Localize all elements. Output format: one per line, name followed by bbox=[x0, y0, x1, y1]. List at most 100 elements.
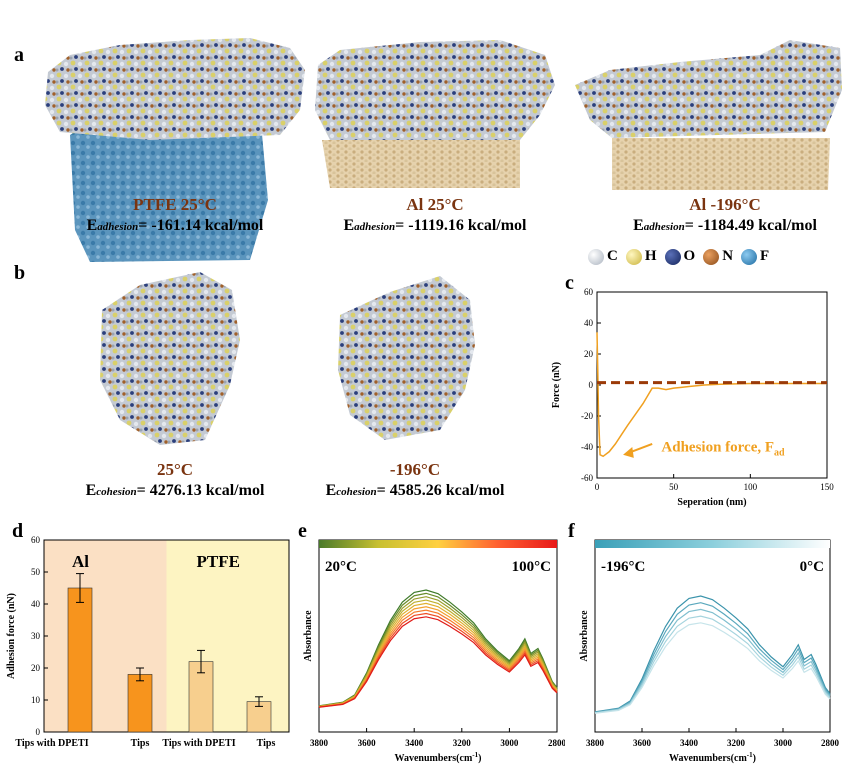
x-category-label: Tips bbox=[131, 738, 150, 749]
y-tick-label: 0 bbox=[36, 727, 41, 737]
spectrum-line bbox=[318, 596, 558, 707]
group-label: PTFE bbox=[197, 552, 240, 571]
caption-a-ptfe-title: PTFE 25°C bbox=[133, 195, 217, 214]
spectrum-line bbox=[318, 609, 558, 708]
colorbar-right-label: 0°C bbox=[800, 559, 824, 575]
x-tick-label: 2800 bbox=[548, 738, 565, 748]
y-tick-label: 20 bbox=[584, 349, 594, 359]
colorbar-left-label: -196°C bbox=[601, 559, 645, 575]
y-axis-label: Adhesion force (nN) bbox=[6, 593, 17, 679]
annotation-arrowhead bbox=[623, 447, 634, 458]
caption-a-al196-energy: Eadhesion= -1184.49 kcal/mol bbox=[633, 217, 817, 234]
x-tick-label: 3400 bbox=[680, 738, 699, 748]
spectrum-line bbox=[594, 615, 831, 714]
x-tick-label: 150 bbox=[820, 482, 834, 492]
al-25-structure bbox=[315, 40, 555, 188]
panel-label-e: e bbox=[298, 520, 307, 542]
spectrum-line bbox=[318, 606, 558, 708]
y-tick-label: 40 bbox=[31, 599, 41, 609]
panel-label-d: d bbox=[12, 520, 24, 542]
caption-b-25-title: 25°C bbox=[156, 460, 194, 479]
x-tick-label: 100 bbox=[744, 482, 758, 492]
caption-a-al196: Al -196°C Eadhesion= -1184.49 kcal/mol bbox=[600, 195, 850, 235]
x-category-label: Tips bbox=[257, 738, 276, 749]
x-tick-label: 3200 bbox=[727, 738, 746, 748]
y-tick-label: 20 bbox=[31, 663, 41, 673]
al-196-structure bbox=[575, 40, 842, 190]
group-background bbox=[166, 540, 289, 732]
y-tick-label: 10 bbox=[31, 695, 41, 705]
x-axis-label: Seperation (nm) bbox=[677, 497, 746, 508]
force-curve bbox=[596, 332, 827, 458]
chart-d-adhesion-bars: Al PTFE 0 10 20 30 40 50 60 Adhesion force (nN) Ti… bbox=[6, 535, 290, 749]
spectrum-line bbox=[594, 622, 831, 714]
spectrum-line bbox=[318, 612, 558, 708]
y-tick-label: -40 bbox=[581, 442, 593, 452]
caption-a-ptfe: PTFE 25°C Eadhesion= -161.14 kcal/mol bbox=[60, 195, 290, 235]
x-tick-label: 2800 bbox=[821, 738, 840, 748]
legend-item-h: H bbox=[625, 248, 657, 265]
x-tick-label: 0 bbox=[595, 482, 600, 492]
legend-item-n: N bbox=[703, 248, 733, 265]
x-tick-label: 3400 bbox=[405, 738, 424, 748]
y-tick-label: -20 bbox=[581, 411, 593, 421]
oxygen-ball-icon bbox=[664, 248, 681, 265]
y-tick-label: 60 bbox=[31, 535, 41, 545]
colorbar-right-label: 100°C bbox=[512, 559, 551, 575]
molecular-structures bbox=[45, 38, 842, 445]
x-tick-label: 3000 bbox=[500, 738, 519, 748]
y-axis-label: Absorbance bbox=[579, 610, 590, 662]
y-axis-label: Force (nN) bbox=[551, 362, 562, 408]
caption-a-al25-energy: Eadhesion= -1119.16 kcal/mol bbox=[343, 217, 527, 234]
caption-a-al25: Al 25°C Eadhesion= -1119.16 kcal/mol bbox=[310, 195, 560, 235]
cohesion-25-structure bbox=[100, 272, 240, 445]
temperature-colorbar bbox=[595, 540, 830, 548]
caption-a-ptfe-energy: Eadhesion= -161.14 kcal/mol bbox=[86, 217, 264, 234]
hydrogen-ball-icon bbox=[625, 248, 642, 265]
spectrum-line bbox=[594, 595, 831, 713]
legend-item-f: F bbox=[741, 248, 769, 265]
x-axis-label: Wavenumbers(cm-1) bbox=[669, 751, 756, 764]
bar bbox=[188, 661, 214, 733]
caption-b-196-energy: Ecohesion= 4585.26 kcal/mol bbox=[325, 482, 505, 499]
panel-label-f: f bbox=[568, 520, 575, 542]
fluorine-ball-icon bbox=[741, 248, 758, 265]
legend-item-c: C bbox=[588, 248, 618, 265]
annotation-label: Adhesion force, Fad bbox=[661, 440, 785, 459]
atom-legend: C H O N F bbox=[588, 248, 808, 270]
x-axis-label: Wavenumbers(cm-1) bbox=[395, 751, 482, 764]
spectrum-line bbox=[594, 602, 831, 713]
spectrum-line bbox=[318, 599, 558, 707]
x-tick-label: 50 bbox=[669, 482, 679, 492]
x-category-label: Tips with DPETI bbox=[15, 738, 88, 749]
y-tick-label: 40 bbox=[584, 318, 594, 328]
x-tick-label: 3200 bbox=[453, 738, 472, 748]
spectrum-line bbox=[318, 602, 558, 708]
panel-label-b: b bbox=[14, 262, 26, 284]
x-category-label: Tips with DPETI bbox=[162, 738, 235, 749]
group-label: Al bbox=[72, 552, 89, 571]
x-tick-label: 3000 bbox=[774, 738, 793, 748]
x-tick-label: 3800 bbox=[586, 738, 605, 748]
colorbar-left-label: 20°C bbox=[325, 559, 357, 575]
chart-e-ftir-heating: 20°C 100°C 3800 3600 3400 3200 3000 2800 Wavenum… bbox=[303, 539, 565, 764]
y-tick-label: 50 bbox=[31, 567, 41, 577]
y-tick-label: 60 bbox=[584, 287, 594, 297]
spectrum-line bbox=[318, 592, 558, 707]
spectrum-line bbox=[318, 616, 558, 708]
y-axis-label: Absorbance bbox=[303, 610, 314, 662]
bar bbox=[127, 674, 153, 733]
spectrum-line bbox=[318, 589, 558, 707]
chart-f-ftir-cooling: -196°C 0°C 3800 3600 3400 3200 3000 2800 Wavenum… bbox=[579, 539, 840, 764]
panel-label-a: a bbox=[14, 44, 24, 66]
caption-a-al25-title: Al 25°C bbox=[406, 195, 464, 214]
caption-b-196: -196°C Ecohesion= 4585.26 kcal/mol bbox=[290, 460, 540, 500]
x-tick-label: 3600 bbox=[633, 738, 652, 748]
caption-b-196-title: -196°C bbox=[389, 460, 441, 479]
x-tick-label: 3800 bbox=[310, 738, 329, 748]
y-tick-label: 0 bbox=[589, 380, 594, 390]
bar bbox=[67, 587, 93, 733]
caption-b-25-energy: Ecohesion= 4276.13 kcal/mol bbox=[85, 482, 265, 499]
caption-b-25: 25°C Ecohesion= 4276.13 kcal/mol bbox=[60, 460, 290, 500]
